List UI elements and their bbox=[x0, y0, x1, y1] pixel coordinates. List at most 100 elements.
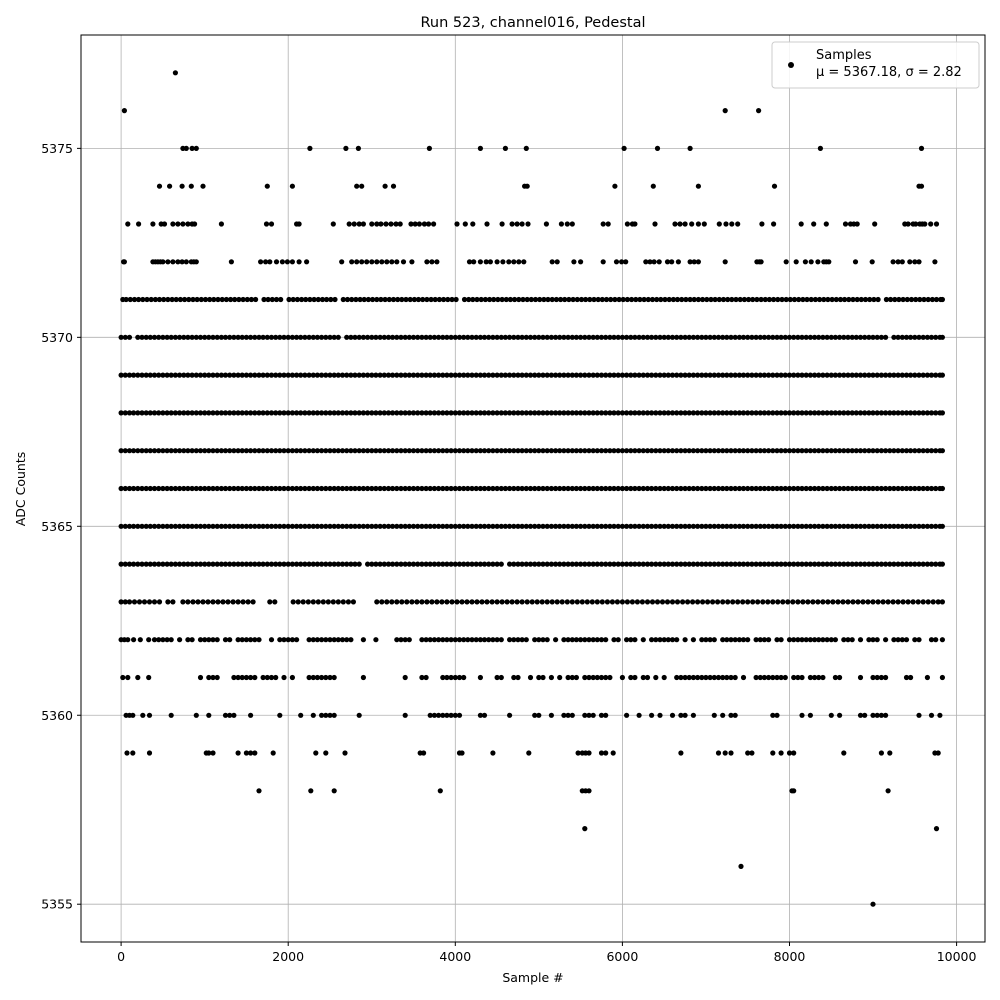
sample-point bbox=[419, 637, 425, 643]
sample-point bbox=[469, 410, 475, 416]
sample-point bbox=[448, 372, 454, 378]
sample-point bbox=[724, 334, 730, 340]
sample-point bbox=[461, 523, 467, 529]
sample-point bbox=[778, 448, 784, 454]
sample-point bbox=[527, 410, 534, 416]
sample-point bbox=[611, 485, 617, 492]
sample-point bbox=[415, 561, 421, 567]
sample-point bbox=[248, 637, 254, 643]
sample-point bbox=[231, 561, 237, 567]
sample-point bbox=[202, 334, 208, 340]
sample-point bbox=[749, 448, 755, 454]
sample-point bbox=[263, 221, 270, 227]
sample-point bbox=[829, 296, 835, 303]
sample-point bbox=[164, 334, 170, 340]
sample-point bbox=[356, 485, 362, 492]
sample-point bbox=[151, 448, 158, 454]
sample-point bbox=[628, 485, 634, 492]
sample-point bbox=[866, 334, 872, 340]
sample-point bbox=[624, 372, 630, 378]
sample-point bbox=[419, 334, 425, 340]
sample-point bbox=[177, 448, 183, 454]
sample-point bbox=[778, 674, 784, 681]
sample-point bbox=[887, 410, 893, 416]
sample-point bbox=[735, 221, 741, 227]
sample-point bbox=[507, 448, 513, 454]
sample-point bbox=[766, 372, 772, 378]
sample-point bbox=[181, 448, 187, 454]
sample-point bbox=[849, 372, 855, 378]
sample-point bbox=[875, 296, 881, 303]
sample-point bbox=[185, 485, 191, 492]
sample-point bbox=[519, 561, 525, 567]
sample-point bbox=[160, 637, 166, 643]
sample-point bbox=[557, 523, 563, 529]
sample-point bbox=[899, 637, 905, 643]
sample-point bbox=[649, 712, 655, 718]
sample-point bbox=[878, 448, 885, 454]
sample-point bbox=[908, 448, 914, 454]
sample-point bbox=[268, 372, 275, 378]
sample-point bbox=[561, 637, 567, 643]
sample-point bbox=[319, 712, 325, 718]
sample-point bbox=[761, 674, 768, 681]
sample-point bbox=[206, 712, 212, 718]
sample-point bbox=[659, 599, 666, 605]
sample-point bbox=[452, 372, 458, 378]
sample-point bbox=[609, 599, 616, 605]
sample-point bbox=[532, 296, 539, 303]
sample-point bbox=[691, 259, 697, 265]
sample-point bbox=[131, 485, 137, 492]
sample-point bbox=[382, 296, 388, 303]
sample-point bbox=[344, 637, 350, 643]
sample-point bbox=[757, 410, 763, 416]
sample-point bbox=[532, 637, 538, 643]
sample-point bbox=[703, 637, 709, 643]
sample-point bbox=[653, 448, 659, 454]
sample-point bbox=[695, 448, 701, 454]
sample-point bbox=[151, 523, 158, 529]
sample-point bbox=[808, 259, 814, 265]
sample-point bbox=[928, 334, 935, 340]
sample-point bbox=[243, 448, 249, 454]
sample-point bbox=[327, 637, 333, 643]
x-tick-label: 6000 bbox=[606, 949, 638, 964]
sample-point bbox=[891, 448, 897, 454]
sample-point bbox=[365, 561, 371, 567]
sample-point bbox=[369, 448, 375, 454]
sample-point bbox=[339, 485, 346, 492]
sample-point bbox=[817, 145, 824, 151]
sample-point bbox=[235, 523, 241, 529]
sample-point bbox=[290, 599, 296, 605]
sample-point bbox=[419, 448, 425, 454]
sample-point bbox=[456, 523, 463, 529]
sample-point bbox=[345, 599, 351, 605]
sample-point bbox=[816, 334, 822, 340]
sample-point bbox=[289, 523, 295, 529]
sample-point bbox=[310, 334, 316, 340]
sample-point bbox=[820, 410, 826, 416]
sample-point bbox=[394, 334, 400, 340]
sample-point bbox=[190, 599, 196, 605]
sample-point bbox=[574, 296, 580, 303]
sample-point bbox=[841, 410, 847, 416]
sample-point bbox=[807, 485, 814, 492]
sample-point bbox=[444, 372, 450, 378]
sample-point bbox=[865, 599, 871, 605]
sample-point bbox=[666, 296, 672, 303]
sample-point bbox=[436, 334, 442, 340]
sample-point bbox=[910, 599, 916, 605]
sample-point bbox=[690, 372, 697, 378]
sample-point bbox=[185, 410, 191, 416]
sample-point bbox=[206, 674, 212, 681]
sample-point bbox=[356, 561, 362, 567]
sample-point bbox=[314, 674, 320, 681]
sample-point bbox=[598, 712, 605, 718]
sample-point bbox=[654, 145, 661, 151]
sample-point bbox=[170, 221, 176, 227]
sample-point bbox=[197, 410, 204, 416]
sample-point bbox=[410, 485, 417, 492]
sample-point bbox=[645, 296, 651, 303]
sample-point bbox=[800, 599, 806, 605]
sample-point bbox=[389, 259, 395, 265]
